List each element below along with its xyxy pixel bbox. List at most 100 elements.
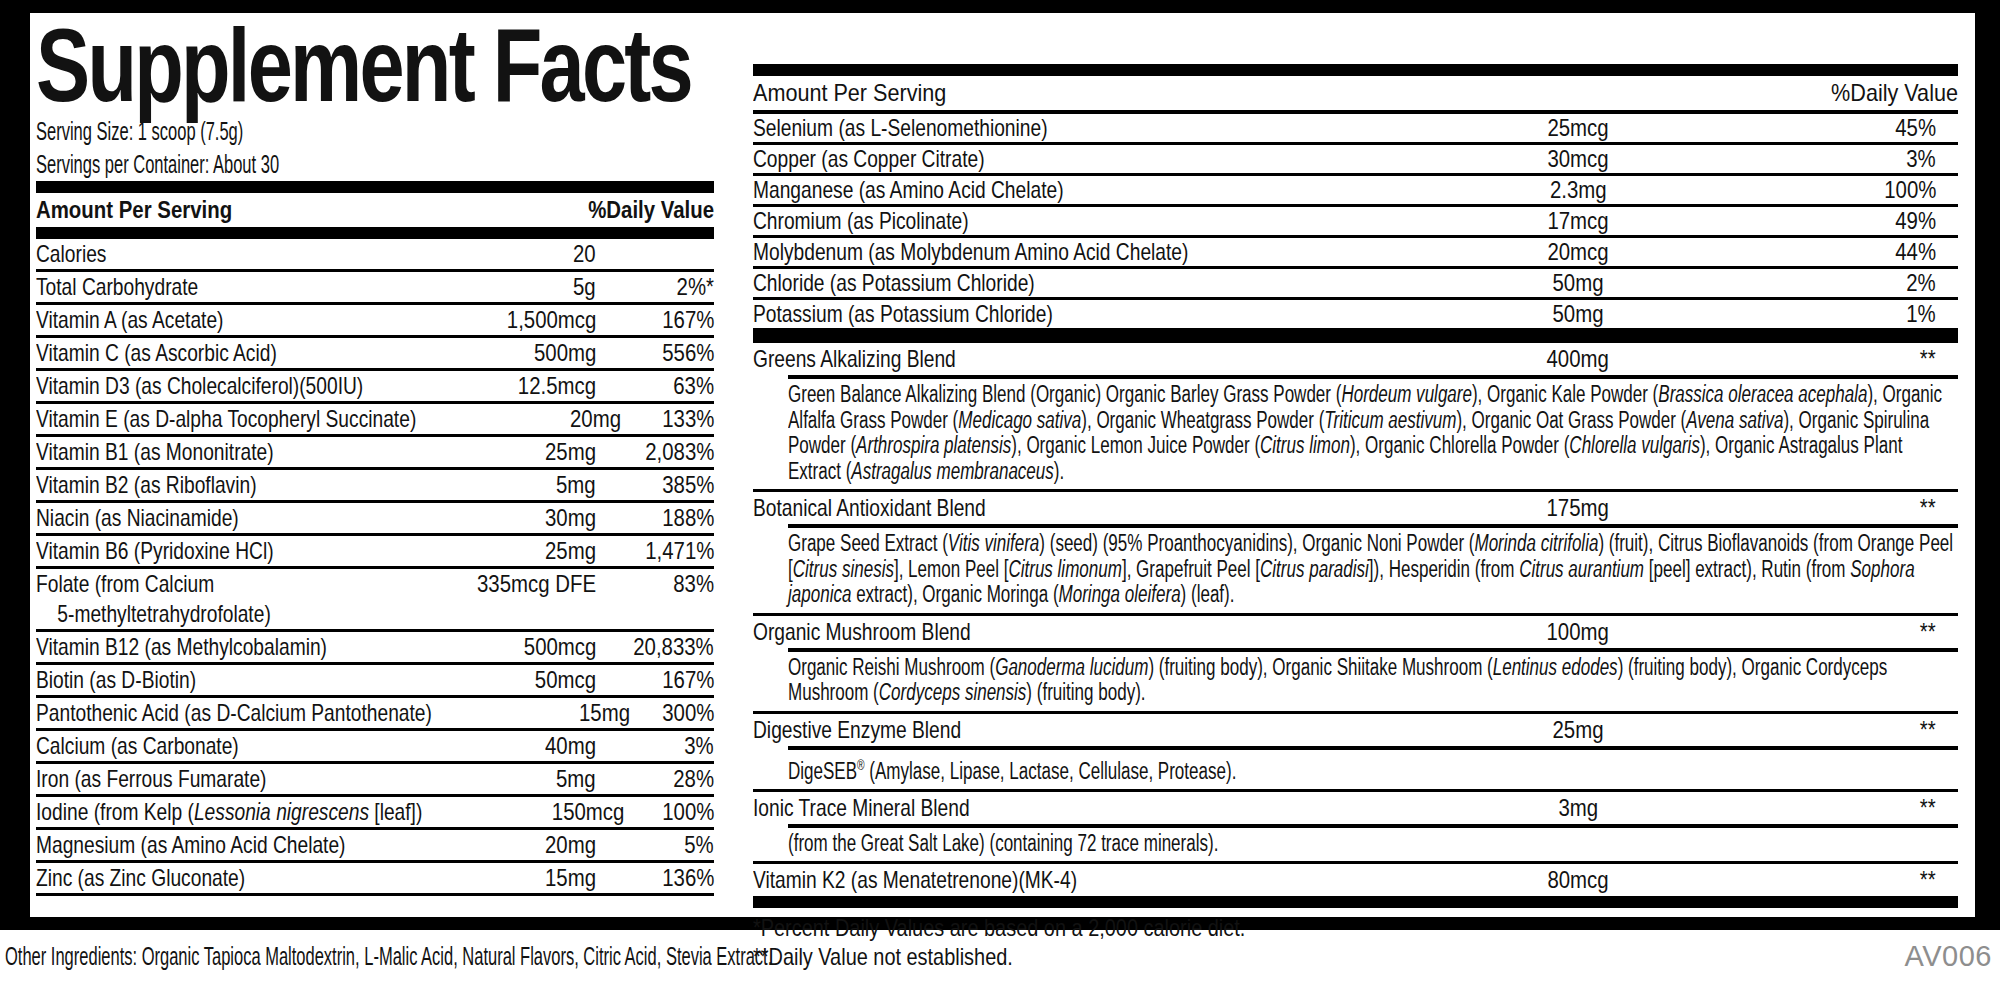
blend-daily-value: ** [1698,794,1958,822]
nutrient-daily-value: 3% [1698,145,1958,173]
left-column: Supplement Facts Serving Size: 1 scoop (… [36,13,714,896]
nutrient-daily-value: 136% [596,863,714,893]
nutrient-daily-value: 100% [625,797,714,827]
nutrient-amount: 50mcg [456,665,596,695]
nutrient-name: Zinc (as Zinc Gluconate) [36,863,456,893]
table-row: Calcium (as Carbonate) 40mg 3% [36,731,714,764]
nutrient-name: Total Carbohydrate [36,272,456,302]
blend-name: Organic Mushroom Blend [753,618,1458,646]
nutrient-amount: 20mg [511,404,621,434]
thick-rule [36,227,714,239]
nutrient-daily-value [596,239,714,269]
blend-row: Ionic Trace Mineral Blend 3mg ** [753,792,1958,824]
nutrient-name: Copper (as Copper Citrate) [753,145,1458,173]
nutrient-name: Calcium (as Carbonate) [36,731,456,761]
footer-strip: Other Ingredients: Organic Tapioca Malto… [0,930,2000,982]
table-row: Molybdenum (as Molybdenum Amino Acid Che… [753,238,1958,269]
nutrient-daily-value: 1% [1698,300,1958,328]
nutrient-amount: 2.3mg [1458,176,1698,204]
left-table-header: Amount Per Serving %Daily Value [36,193,714,227]
nutrient-name: Potassium (as Potassium Chloride) [753,300,1458,328]
table-row: Iodine (from Kelp (Lessonia nigrescens [… [36,797,714,830]
blend-description: (from the Great Salt Lake) (containing 7… [788,828,1958,862]
thick-rule [753,331,1958,343]
nutrient-name: Vitamin D3 (as Cholecalciferol)(500IU) [36,371,456,401]
blend-section: Vitamin K2 (as Menatetrenone)(MK-4) 80mc… [753,861,1958,896]
thick-rule [36,181,714,193]
table-row: Vitamin E (as D-alpha Tocopheryl Succina… [36,404,714,437]
blend-section: Greens Alkalizing Blend 400mg ** Green B… [753,343,1958,489]
table-row: Vitamin B2 (as Riboflavin) 5mg 385% [36,470,714,503]
blend-sections: Greens Alkalizing Blend 400mg ** Green B… [753,343,1958,896]
nutrient-name: Vitamin C (as Ascorbic Acid) [36,338,456,368]
blend-section: Botanical Antioxidant Blend 175mg ** Gra… [753,489,1958,613]
table-row: Calories 20 [36,239,714,272]
blend-section: Ionic Trace Mineral Blend 3mg ** (from t… [753,789,1958,862]
product-code: AV006 [1905,940,1992,973]
table-row: Copper (as Copper Citrate) 30mcg 3% [753,145,1958,176]
nutrient-name: Pantothenic Acid (as D-Calcium Pantothen… [36,698,531,728]
nutrient-name: Vitamin B6 (Pyridoxine HCl) [36,536,456,566]
nutrient-daily-value: 2% [1698,269,1958,297]
nutrient-daily-value: 49% [1698,207,1958,235]
nutrient-daily-value: 63% [596,371,714,401]
nutrient-name: Calories [36,239,456,269]
table-row: Chromium (as Picolinate) 17mcg 49% [753,207,1958,238]
nutrient-amount: 150mcg [519,797,625,827]
nutrient-name: Biotin (as D-Biotin) [36,665,456,695]
label-border-frame: Supplement Facts Serving Size: 1 scoop (… [0,0,2000,930]
nutrient-daily-value: 2,083% [596,437,714,467]
nutrient-amount: 40mg [456,731,596,761]
blend-section: Organic Mushroom Blend 100mg ** Organic … [753,613,1958,711]
thick-rule [753,64,1958,76]
right-nutrient-table: Selenium (as L-Selenomethionine) 25mcg 4… [753,114,1958,331]
table-row: Magnesium (as Amino Acid Chelate) 20mg 5… [36,830,714,863]
nutrient-daily-value: 100% [1698,176,1958,204]
table-row: Chloride (as Potassium Chloride) 50mg 2% [753,269,1958,300]
nutrient-name: Manganese (as Amino Acid Chelate) [753,176,1458,204]
blend-amount: 400mg [1458,345,1698,373]
nutrient-amount: 17mcg [1458,207,1698,235]
nutrient-daily-value: 5% [596,830,714,860]
blend-daily-value: ** [1698,345,1958,373]
blend-amount: 100mg [1458,618,1698,646]
page-title: Supplement Facts [36,15,565,115]
blend-daily-value: ** [1698,716,1958,744]
nutrient-amount: 20 [456,239,596,269]
nutrient-amount: 5mg [456,764,596,794]
nutrient-name: Magnesium (as Amino Acid Chelate) [36,830,456,860]
nutrient-daily-value: 45% [1698,114,1958,142]
blend-name: Botanical Antioxidant Blend [753,494,1458,522]
blend-daily-value: ** [1698,618,1958,646]
label-panel: Supplement Facts Serving Size: 1 scoop (… [30,13,1975,917]
nutrient-amount: 30mg [456,503,596,533]
nutrient-daily-value: 2%* [596,272,714,302]
nutrient-name: Vitamin E (as D-alpha Tocopheryl Succina… [36,404,511,434]
nutrient-amount: 30mcg [1458,145,1698,173]
table-row: Niacin (as Niacinamide) 30mg 188% [36,503,714,536]
table-row: Vitamin B1 (as Mononitrate) 25mg 2,083% [36,437,714,470]
nutrient-name: Iodine (from Kelp (Lessonia nigrescens [… [36,797,519,827]
nutrient-amount: 500mg [456,338,596,368]
blend-description: Grape Seed Extract (Vitis vinifera) (see… [788,528,1958,613]
nutrient-amount: 50mg [1458,300,1698,328]
nutrient-amount: 15mg [531,698,630,728]
nutrient-daily-value: 300% [630,698,714,728]
blend-name: Ionic Trace Mineral Blend [753,794,1458,822]
nutrient-daily-value: 44% [1698,238,1958,266]
nutrient-amount: 12.5mcg [456,371,596,401]
other-ingredients: Other Ingredients: Organic Tapioca Malto… [5,942,1168,971]
daily-value-header: %Daily Value [1831,79,1958,107]
nutrient-daily-value: 167% [596,305,714,335]
servings-per-container: Servings per Container: About 30 [36,148,714,181]
table-row: Potassium (as Potassium Chloride) 50mg 1… [753,300,1958,331]
nutrient-name: Molybdenum (as Molybdenum Amino Acid Che… [753,238,1458,266]
daily-value-header: %Daily Value [588,196,714,224]
nutrient-name: Niacin (as Niacinamide) [36,503,456,533]
blend-amount: 80mcg [1458,866,1698,894]
table-row: Folate (from Calcium 5-methyltetrahydrof… [36,569,714,632]
nutrient-amount: 25mg [456,536,596,566]
table-row: Iron (as Ferrous Fumarate) 5mg 28% [36,764,714,797]
blend-row: Botanical Antioxidant Blend 175mg ** [753,492,1958,524]
supplement-label: Supplement Facts Serving Size: 1 scoop (… [0,0,2000,982]
